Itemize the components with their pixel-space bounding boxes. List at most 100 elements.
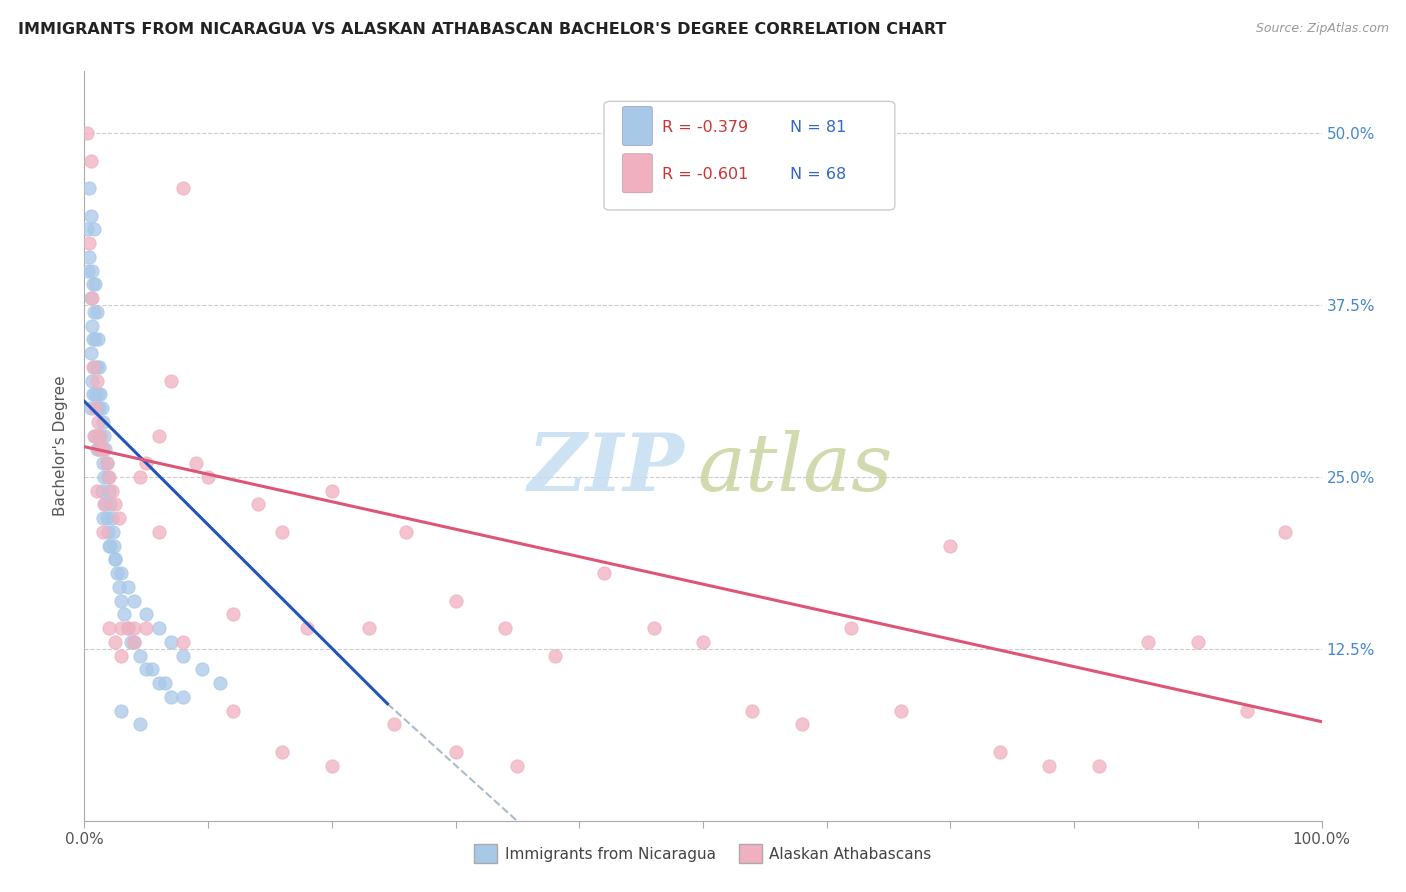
Point [643,621,665,635]
Point [83,305,105,319]
Point [79,236,101,251]
FancyBboxPatch shape [605,102,894,210]
Point [1137,635,1160,649]
Point [191,662,214,676]
Point [90,483,112,498]
Point [89,442,111,457]
Point [222,704,245,718]
Point [129,648,152,663]
Point [89,401,111,416]
Point [741,704,763,718]
Point [172,648,194,663]
Point [122,621,145,635]
Point [89,442,111,457]
Point [160,690,183,704]
Point [939,539,962,553]
Point [122,635,145,649]
Point [1038,758,1060,772]
Point [86,359,108,374]
Point [1236,704,1258,718]
Point [110,621,132,635]
Y-axis label: Bachelor's Degree: Bachelor's Degree [53,376,69,516]
Point [988,745,1011,759]
Point [79,153,101,168]
Point [112,607,135,622]
Point [91,415,114,429]
Point [129,717,152,731]
Point [83,222,105,236]
Point [87,333,110,347]
Point [246,498,269,512]
Point [357,621,380,635]
Point [100,483,122,498]
Point [1274,524,1296,539]
Point [890,704,912,718]
Point [98,621,121,635]
Point [122,593,145,607]
Point [97,470,120,484]
Point [76,222,98,236]
Point [96,456,118,470]
Point [209,676,232,690]
Point [444,593,467,607]
Point [790,717,813,731]
Point [97,524,120,539]
Point [96,456,118,470]
Point [1187,635,1209,649]
Point [104,552,127,566]
Point [108,511,131,525]
Point [172,181,194,195]
Point [96,511,118,525]
Point [93,470,115,484]
Point [86,483,108,498]
Point [98,483,121,498]
Point [80,291,103,305]
Point [184,456,207,470]
Point [91,511,114,525]
Point [86,401,108,416]
Text: atlas: atlas [697,430,893,508]
Point [87,428,110,442]
Text: Source: ZipAtlas.com: Source: ZipAtlas.com [1256,22,1389,36]
Point [87,387,110,401]
Point [295,621,318,635]
Point [543,648,565,663]
FancyBboxPatch shape [623,106,652,145]
Point [104,635,127,649]
Text: IMMIGRANTS FROM NICARAGUA VS ALASKAN ATHABASCAN BACHELOR'S DEGREE CORRELATION CH: IMMIGRANTS FROM NICARAGUA VS ALASKAN ATH… [18,22,946,37]
Point [135,456,157,470]
Point [117,580,139,594]
Point [77,263,100,277]
Point [148,676,170,690]
Point [321,483,343,498]
Point [76,126,98,140]
Point [87,415,110,429]
Point [80,318,103,333]
Point [89,359,111,374]
Point [593,566,616,581]
Point [82,359,104,374]
Point [86,442,108,457]
Point [90,442,112,457]
Point [172,690,194,704]
Point [86,305,108,319]
Point [222,607,245,622]
Point [108,580,131,594]
Point [89,428,111,442]
Point [83,428,105,442]
Point [103,539,125,553]
Text: R = -0.601: R = -0.601 [662,167,748,181]
Point [148,524,170,539]
Point [117,621,139,635]
Point [79,209,101,223]
Point [395,524,418,539]
Point [321,758,343,772]
Point [110,593,132,607]
Point [841,621,863,635]
Point [84,401,107,416]
Point [135,662,157,676]
Point [82,333,104,347]
Point [1088,758,1111,772]
Point [197,470,219,484]
Point [98,539,121,553]
